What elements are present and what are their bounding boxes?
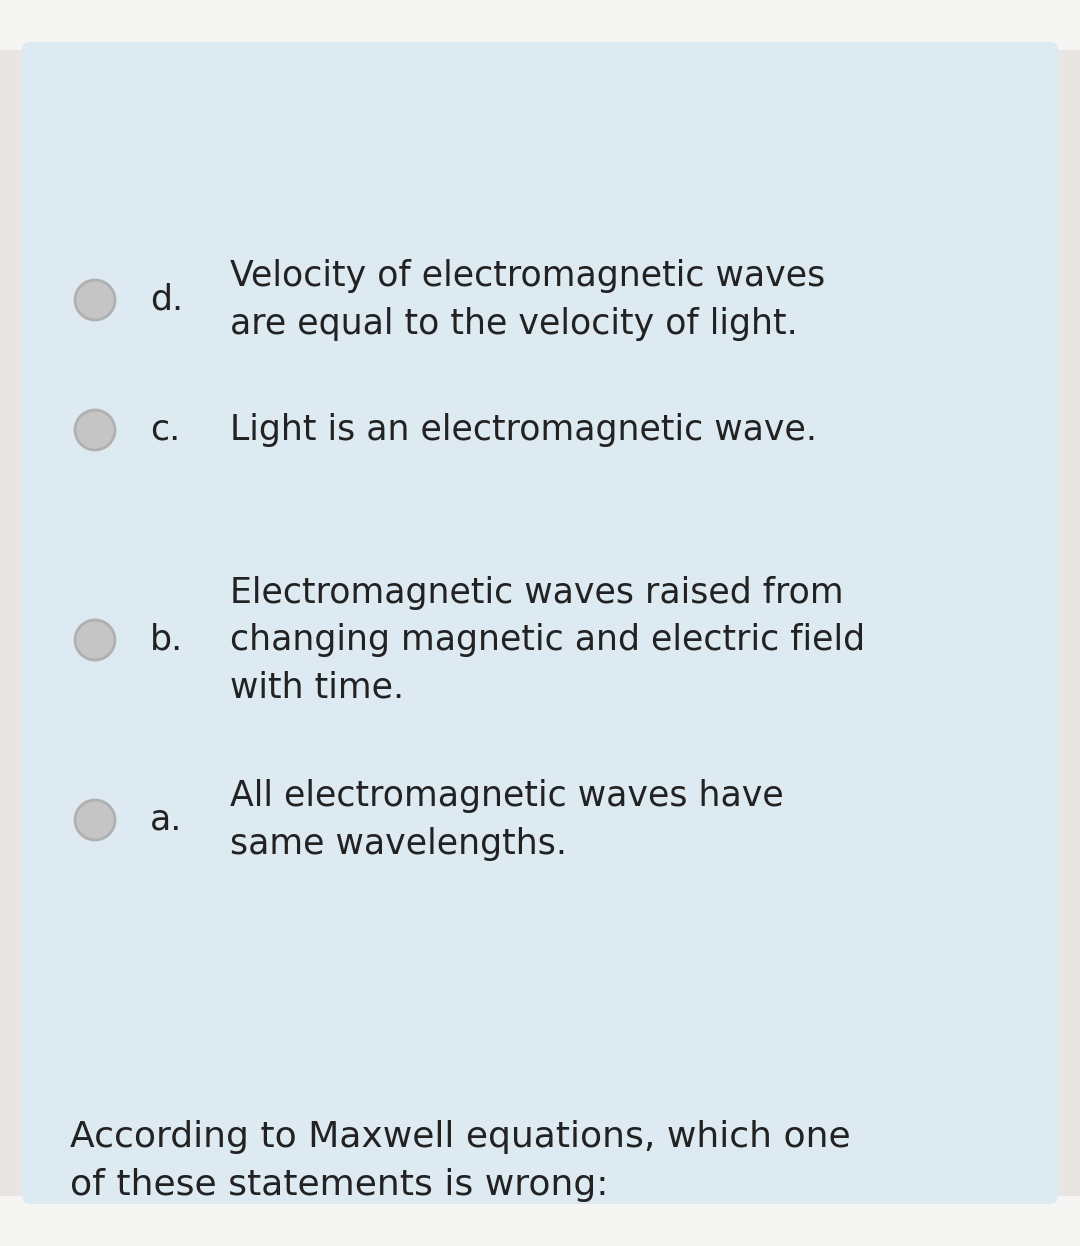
Text: All electromagnetic waves have
same wavelengths.: All electromagnetic waves have same wave… xyxy=(230,779,784,861)
Text: Light is an electromagnetic wave.: Light is an electromagnetic wave. xyxy=(230,412,816,447)
Bar xyxy=(0,0,1080,50)
Bar xyxy=(0,1196,1080,1246)
Circle shape xyxy=(75,280,114,320)
Circle shape xyxy=(75,410,114,450)
Text: d.: d. xyxy=(150,283,184,316)
Text: c.: c. xyxy=(150,412,180,447)
Circle shape xyxy=(75,621,114,660)
Text: a.: a. xyxy=(150,802,183,837)
FancyBboxPatch shape xyxy=(22,42,1058,1204)
Text: b.: b. xyxy=(150,623,184,657)
Text: Electromagnetic waves raised from
changing magnetic and electric field
with time: Electromagnetic waves raised from changi… xyxy=(230,576,865,704)
Text: Velocity of electromagnetic waves
are equal to the velocity of light.: Velocity of electromagnetic waves are eq… xyxy=(230,259,825,340)
Text: According to Maxwell equations, which one
of these statements is wrong:: According to Maxwell equations, which on… xyxy=(70,1120,851,1201)
Circle shape xyxy=(75,800,114,840)
